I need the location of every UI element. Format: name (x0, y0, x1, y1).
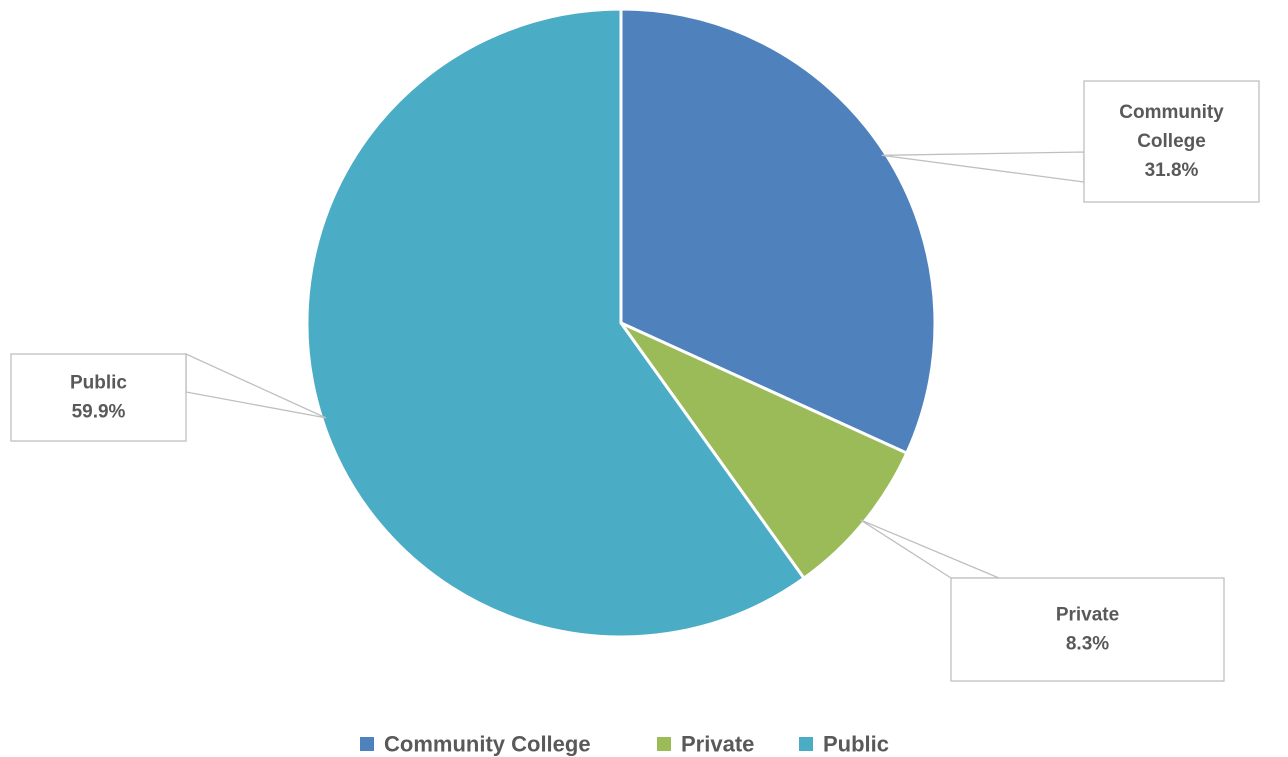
callout-box (1083, 80, 1260, 203)
pie-slices (305, 7, 937, 639)
legend-label: Public (823, 732, 889, 757)
data-label-text: College (1137, 131, 1206, 152)
callout-box (10, 353, 187, 442)
callout-private: Private 8.3% (860, 519, 1225, 682)
leader-line (860, 519, 1000, 579)
pie-slice-public (305, 7, 807, 639)
callout-public: Public 59.9% (10, 352, 327, 442)
leader-line (881, 151, 1085, 183)
legend-label: Private (681, 732, 754, 757)
data-label-callouts: Community College 31.8% Private 8.3% Public 59… (10, 80, 1260, 682)
chart-legend: Community College Private Public (360, 732, 889, 757)
legend-swatch (799, 737, 813, 751)
callout-community-college: Community College 31.8% (881, 80, 1260, 203)
data-label-text: Private (1056, 605, 1119, 626)
data-label-text: 31.8% (1145, 160, 1199, 181)
legend-item-community-college: Community College (360, 732, 591, 757)
legend-swatch (360, 737, 374, 751)
data-label-text: Public (70, 373, 127, 394)
data-label-text: Community (1119, 102, 1224, 123)
data-label-text: 59.9% (72, 402, 126, 423)
pie-slice-community-college (619, 7, 937, 456)
leader-line (185, 352, 327, 419)
legend-item-public: Public (799, 732, 889, 757)
callout-box (950, 577, 1225, 682)
legend-item-private: Private (657, 732, 754, 757)
legend-label: Community College (384, 732, 591, 757)
data-label-text: 8.3% (1066, 634, 1109, 655)
legend-swatch (657, 737, 671, 751)
